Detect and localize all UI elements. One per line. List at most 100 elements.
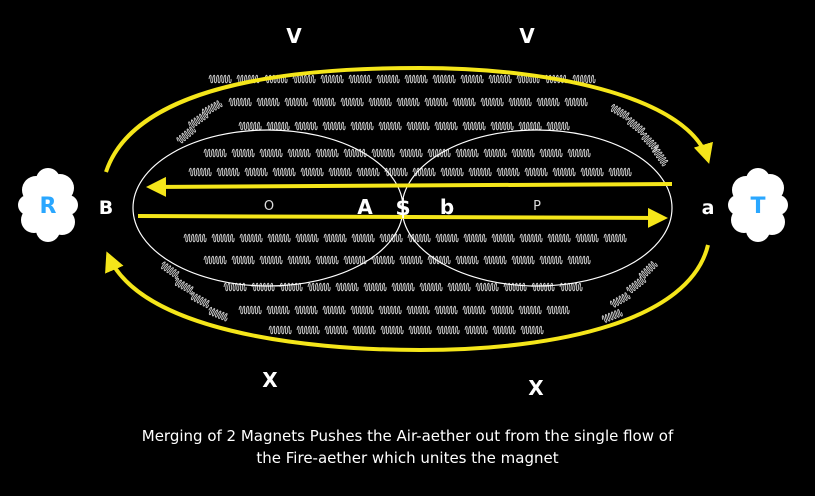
aether-coil xyxy=(231,148,255,158)
aether-coil xyxy=(641,132,659,152)
aether-coil xyxy=(295,233,319,243)
aether-coil xyxy=(259,255,283,265)
aether-coil xyxy=(508,97,532,107)
aether-coil xyxy=(452,97,476,107)
upper-inner-arrow xyxy=(146,176,673,197)
aether-coil xyxy=(208,306,228,322)
aether-coil xyxy=(294,305,318,315)
aether-coil xyxy=(408,325,432,335)
aether-coil xyxy=(491,233,515,243)
aether-coil xyxy=(580,167,604,177)
aether-coil xyxy=(434,121,458,131)
aether-coil xyxy=(391,282,415,292)
aether-coil xyxy=(287,255,311,265)
aether-coil xyxy=(223,282,247,292)
aether-coil xyxy=(384,167,408,177)
magnet-merging-diagram: V V X X B a O A $ b P R T xyxy=(18,24,788,400)
label-a-lower: a xyxy=(702,197,715,219)
aether-coil xyxy=(228,97,252,107)
aether-coil xyxy=(315,255,339,265)
aether-coil xyxy=(567,148,591,158)
aether-coil xyxy=(203,148,227,158)
aether-coil xyxy=(368,97,392,107)
aether-coil xyxy=(610,104,630,121)
aether-coil xyxy=(371,255,395,265)
aether-coil xyxy=(552,167,576,177)
aether-coil xyxy=(239,233,263,243)
aether-coil xyxy=(351,233,375,243)
aether-coil xyxy=(419,282,443,292)
aether-coil xyxy=(432,74,456,84)
aether-coil xyxy=(176,126,197,144)
aether-coil xyxy=(638,261,658,279)
aether-coil xyxy=(292,74,316,84)
aether-coil xyxy=(202,100,223,116)
aether-coil xyxy=(350,121,374,131)
diagram-caption: Merging of 2 Magnets Pushes the Air-aeth… xyxy=(0,425,815,469)
label-p: P xyxy=(533,199,541,214)
aether-coil xyxy=(492,325,516,335)
aether-coil xyxy=(399,255,423,265)
aether-coil xyxy=(536,97,560,107)
aether-coil xyxy=(188,111,209,128)
aether-coil xyxy=(511,255,535,265)
right-magnet-ellipse xyxy=(401,129,673,287)
aether-coil xyxy=(483,148,507,158)
aether-coil xyxy=(503,282,527,292)
aether-coil xyxy=(244,167,268,177)
aether-coil xyxy=(211,233,235,243)
aether-coil xyxy=(524,167,548,177)
aether-coil xyxy=(627,117,646,136)
aether-coil xyxy=(475,282,499,292)
aether-coil xyxy=(203,255,227,265)
aether-coil xyxy=(380,325,404,335)
upper-flow-arrow xyxy=(104,65,713,173)
aether-coil-field xyxy=(161,74,669,335)
aether-coil xyxy=(567,255,591,265)
label-b-lower: b xyxy=(440,195,454,219)
aether-coil xyxy=(284,97,308,107)
aether-coil xyxy=(434,305,458,315)
aether-coil xyxy=(468,167,492,177)
aether-coil xyxy=(531,282,555,292)
aether-coil xyxy=(396,97,420,107)
aether-coil xyxy=(462,121,486,131)
aether-coil xyxy=(376,74,400,84)
aether-coil xyxy=(272,167,296,177)
aether-coil xyxy=(348,74,372,84)
left-magnet-ellipse xyxy=(132,129,404,287)
aether-coil xyxy=(407,233,431,243)
aether-coil xyxy=(603,233,627,243)
aether-coil xyxy=(564,97,588,107)
aether-coil xyxy=(352,325,376,335)
aether-coil xyxy=(488,74,512,84)
label-v-right: V xyxy=(519,24,535,48)
right-cloud xyxy=(728,168,788,242)
aether-coil xyxy=(161,261,180,279)
aether-coil xyxy=(546,305,570,315)
aether-coil xyxy=(539,255,563,265)
aether-coil xyxy=(626,276,647,294)
aether-coil xyxy=(455,148,479,158)
aether-coil xyxy=(575,233,599,243)
aether-coil xyxy=(518,305,542,315)
aether-coil xyxy=(343,255,367,265)
aether-coil xyxy=(610,292,631,308)
aether-coil xyxy=(601,309,623,323)
cloud-label-t: T xyxy=(750,194,765,219)
aether-coil xyxy=(296,325,320,335)
aether-coil xyxy=(463,233,487,243)
label-dollar: $ xyxy=(395,196,410,221)
aether-coil xyxy=(300,167,324,177)
aether-coil xyxy=(516,74,540,84)
aether-coil xyxy=(440,167,464,177)
aether-coil xyxy=(294,121,318,131)
aether-coil xyxy=(208,74,232,84)
aether-coil xyxy=(399,148,423,158)
aether-coil xyxy=(378,305,402,315)
aether-coil xyxy=(511,148,535,158)
aether-coil xyxy=(323,233,347,243)
aether-coil xyxy=(424,97,448,107)
label-x-right: X xyxy=(528,376,544,400)
label-x-left: X xyxy=(262,368,278,392)
